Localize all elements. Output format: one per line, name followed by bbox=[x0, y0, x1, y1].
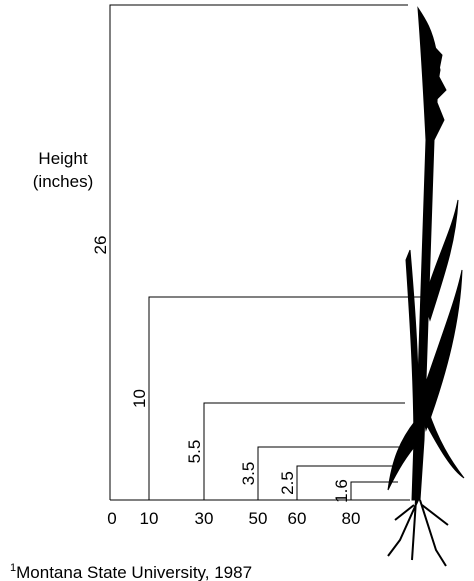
height-label: 26 bbox=[91, 236, 110, 255]
height-bracket bbox=[148, 296, 425, 500]
height-bracket bbox=[109, 4, 408, 500]
footnote-text: Montana State University, 1987 bbox=[16, 563, 252, 581]
height-label: 1.6 bbox=[332, 479, 351, 503]
height-bracket bbox=[203, 402, 405, 500]
footnote: 1Montana State University, 1987 bbox=[10, 562, 252, 581]
axis-label: (inches) bbox=[33, 172, 93, 191]
x-label: 60 bbox=[288, 509, 307, 528]
height-label: 5.5 bbox=[185, 440, 204, 464]
height-bracket bbox=[296, 465, 400, 500]
height-label: 2.5 bbox=[278, 471, 297, 495]
x-label: 10 bbox=[140, 509, 159, 528]
height-bracket bbox=[350, 481, 398, 500]
height-label: 3.5 bbox=[239, 462, 258, 486]
x-label: 50 bbox=[249, 509, 268, 528]
x-label: 30 bbox=[195, 509, 214, 528]
footnote-marker: 1 bbox=[10, 562, 16, 574]
height-label: 10 bbox=[130, 389, 149, 408]
axis-label: Height bbox=[38, 149, 87, 168]
x-label: 0 bbox=[107, 509, 116, 528]
height-bracket bbox=[257, 446, 405, 500]
x-label: 80 bbox=[342, 509, 361, 528]
plant bbox=[387, 6, 465, 567]
